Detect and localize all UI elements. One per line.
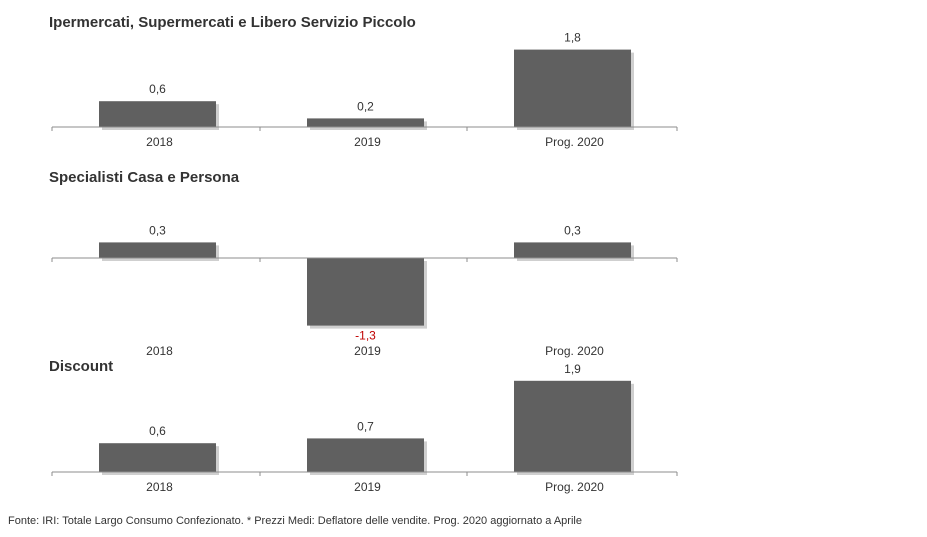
data-label: 0,3 <box>149 223 166 237</box>
category-label: 2019 <box>354 344 381 358</box>
bar <box>99 443 216 472</box>
source-footnote: Fonte: IRI: Totale Largo Consumo Confezi… <box>8 515 582 527</box>
category-label: 2018 <box>146 344 173 358</box>
data-label: 0,6 <box>149 82 166 96</box>
bar <box>307 118 424 127</box>
category-label: 2018 <box>146 480 173 494</box>
bar <box>99 242 216 258</box>
bar <box>514 242 631 258</box>
data-label: 1,9 <box>564 362 581 376</box>
data-label: 1,8 <box>564 31 581 45</box>
category-label: Prog. 2020 <box>545 135 604 149</box>
data-label: 0,6 <box>149 424 166 438</box>
bar <box>307 258 424 326</box>
panel-title: Specialisti Casa e Persona <box>49 169 240 186</box>
chart-panel-3: Discount 0,6 0,7 1,9 2018 2019 Prog. 2020 <box>49 358 678 494</box>
category-label: Prog. 2020 <box>545 480 604 494</box>
category-label: 2019 <box>354 480 381 494</box>
data-label: 0,7 <box>357 419 374 433</box>
data-label: 0,3 <box>564 223 581 237</box>
category-label: 2019 <box>354 135 381 149</box>
panel-title: Ipermercati, Supermercati e Libero Servi… <box>49 14 416 31</box>
panel-title: Discount <box>49 358 113 375</box>
category-label: 2018 <box>146 135 173 149</box>
bar <box>99 101 216 127</box>
chart-panel-2: Specialisti Casa e Persona 0,3 -1,3 0,3 2018… <box>49 169 678 358</box>
bar <box>307 438 424 472</box>
chart-panel-1: Ipermercati, Supermercati e Libero Servi… <box>49 14 678 149</box>
bar <box>514 49 631 127</box>
category-label: Prog. 2020 <box>545 344 604 358</box>
data-label: 0,2 <box>357 99 374 113</box>
data-label: -1,3 <box>355 329 376 343</box>
bar <box>514 380 631 472</box>
